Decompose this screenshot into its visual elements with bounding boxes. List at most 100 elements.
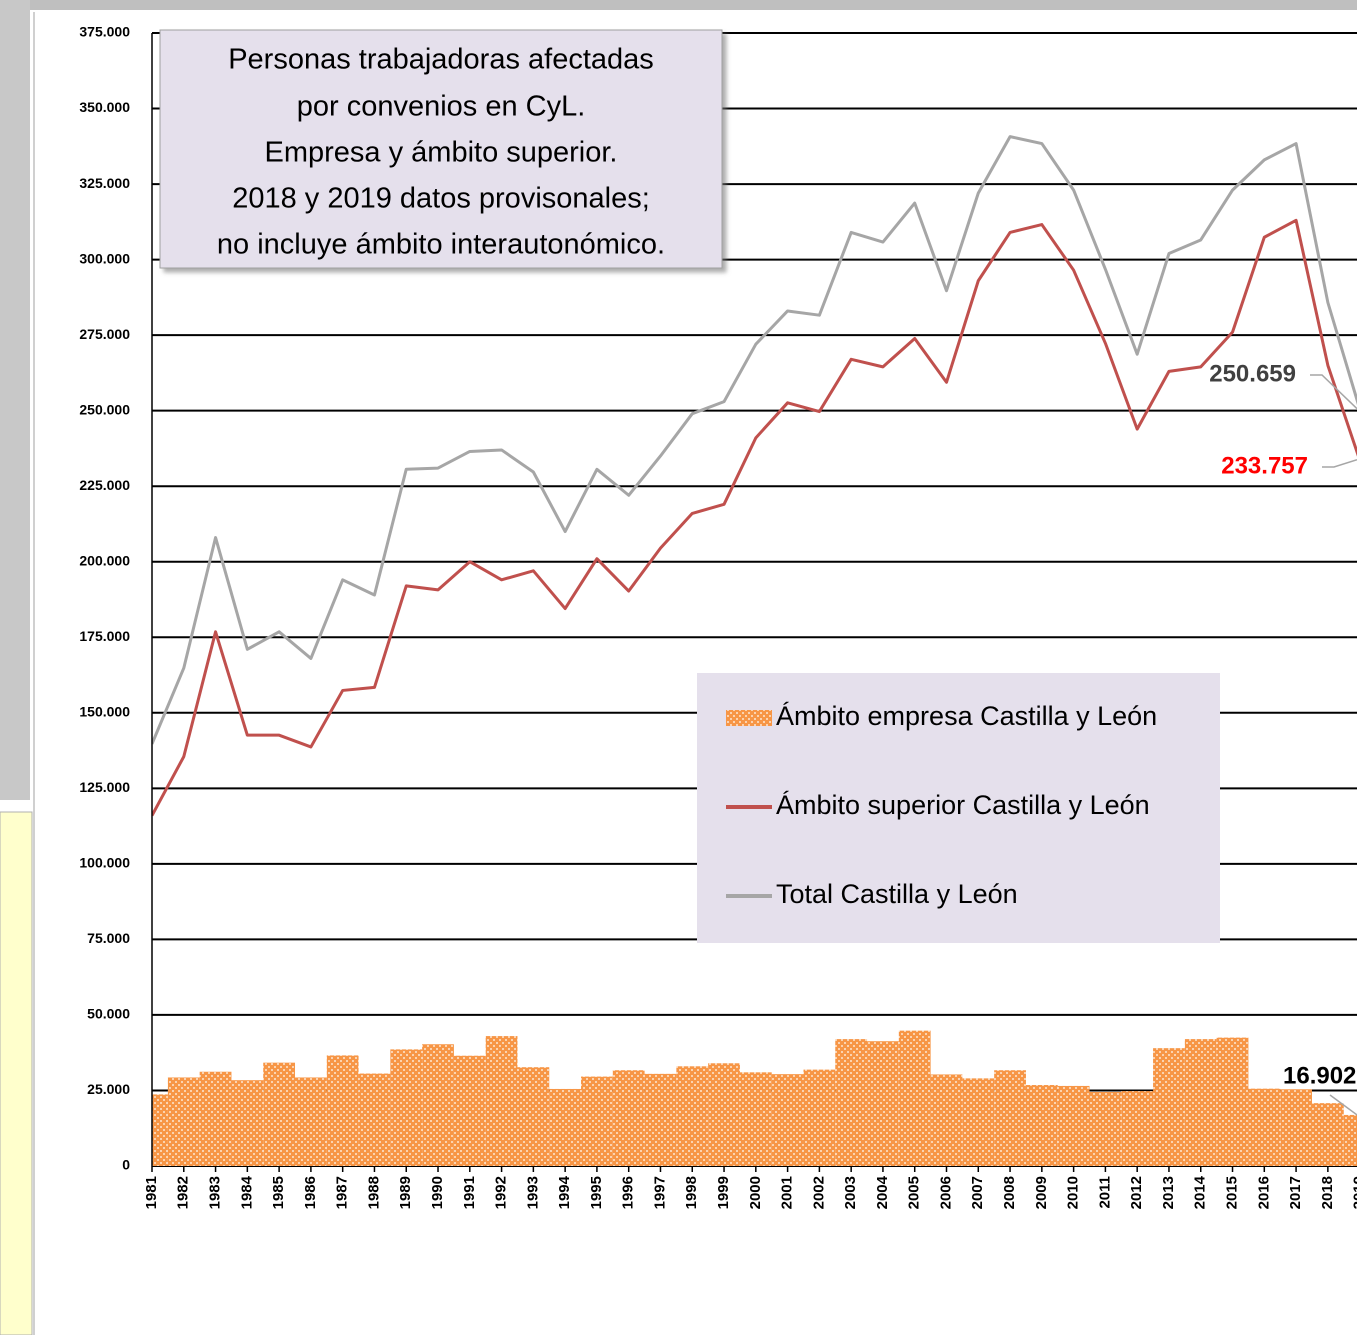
axes: 0 25.000 50.000 75.000 100.000 125.000 150.000… [79,24,1357,1210]
bar [867,1041,899,1166]
leader-line [1322,459,1357,468]
bar [390,1049,423,1166]
bar [835,1039,868,1166]
x-tick-label: 1982 [175,1176,192,1209]
y-tick-label: 350.000 [79,99,130,115]
bar [1153,1048,1185,1166]
x-tick-label: 1981 [143,1176,160,1209]
line [152,135,1357,745]
y-tick-label: 300.000 [79,250,130,266]
bar [1216,1037,1249,1166]
bar [485,1036,518,1166]
bar [803,1069,836,1166]
chart-title: 2018 y 2019 datos provisonales; [232,183,650,215]
y-tick-label: 25.000 [87,1081,130,1097]
bar [898,1030,931,1166]
bar [962,1078,995,1166]
chart-title: por convenios en CyL. [297,91,586,123]
x-tick-label: 1986 [302,1176,319,1209]
x-tick-label: 2018 [1319,1176,1336,1209]
data-label: 16.902 [1283,1062,1356,1089]
x-tick-label: 1990 [429,1176,446,1209]
x-tick-label: 2019 [1351,1176,1357,1209]
bar [1121,1091,1154,1166]
x-tick-label: 2009 [1033,1176,1050,1209]
bar [167,1077,200,1166]
x-tick-label: 1996 [620,1176,637,1209]
title-background [159,29,723,269]
x-tick-label: 1983 [207,1176,224,1209]
y-tick-label: 325.000 [79,175,130,191]
x-tick-label: 1984 [238,1175,255,1209]
bar [1057,1085,1090,1166]
y-tick-label: 375.000 [79,24,130,40]
leader-line [1329,1094,1357,1116]
x-tick-label: 2011 [1096,1176,1113,1209]
chart-title: no incluye ámbito interautonómico. [217,229,665,261]
bar [152,1094,168,1166]
bar [199,1071,232,1166]
leader-line [1310,374,1357,410]
bar [739,1072,772,1166]
chart-title: Personas trabajadoras afectadas [228,44,654,76]
bar [708,1063,740,1166]
legend: Ámbito empresa Castilla y León Ámbito sup… [697,673,1220,943]
legend-label: Ámbito empresa Castilla y León [776,701,1157,731]
bar [1280,1089,1312,1166]
x-tick-label: 2003 [842,1176,859,1209]
chart-title: Empresa y ámbito superior. [265,137,618,169]
x-tick-label: 2013 [1160,1176,1177,1209]
x-tick-label: 2008 [1001,1176,1018,1209]
plot [152,135,1357,1166]
x-tick-label: 1991 [461,1176,478,1209]
x-tick-label: 1995 [588,1176,605,1209]
x-tick-label: 1992 [493,1176,510,1209]
x-tick-label: 1987 [334,1176,351,1209]
x-tick-label: 2017 [1287,1176,1304,1209]
x-tick-label: 2000 [747,1176,764,1209]
bar [326,1055,359,1166]
y-tick-label: 275.000 [79,326,130,342]
x-tick-label: 2012 [1128,1176,1145,1209]
bar [930,1074,963,1166]
x-tick-label: 1998 [683,1176,700,1209]
bar [295,1077,327,1166]
x-tick-label: 1993 [524,1176,541,1209]
y-tick-label: 225.000 [79,477,130,493]
x-tick-label: 2006 [937,1176,954,1209]
bar [263,1062,296,1166]
line [152,218,1357,817]
bar [1311,1103,1344,1166]
y-tick-label: 0 [122,1157,130,1173]
legend-background [697,673,1220,943]
annotations: 16.902 233.757 250.659 [1209,360,1357,1116]
x-tick-label: 1997 [651,1176,668,1209]
y-tick-label: 175.000 [79,628,130,644]
bar [1025,1085,1058,1166]
bar [994,1070,1026,1166]
x-tick-label: 1989 [397,1176,414,1209]
bar [1184,1039,1217,1166]
bar [771,1074,804,1166]
x-tick-label: 2005 [906,1176,923,1209]
x-tick-label: 2010 [1065,1176,1082,1209]
bar [1343,1114,1357,1166]
x-tick-label: 2002 [810,1176,827,1209]
bar [644,1073,677,1166]
title-box: Personas trabajadoras afectadas por conv… [159,29,723,269]
bar [676,1066,709,1166]
y-tick-label: 75.000 [87,930,130,946]
legend-label: Ámbito superior Castilla y León [776,790,1150,820]
x-tick-label: 2001 [779,1176,796,1209]
left-panel [0,811,33,1335]
legend-swatch [726,710,772,726]
bar [581,1076,613,1166]
y-tick-label: 125.000 [79,779,130,795]
bar [422,1044,454,1166]
bar [1248,1088,1281,1166]
x-tick-label: 2007 [969,1176,986,1209]
x-tick-label: 1999 [715,1176,732,1209]
legend-label: Total Castilla y León [776,879,1018,909]
top-frame [0,0,1357,10]
